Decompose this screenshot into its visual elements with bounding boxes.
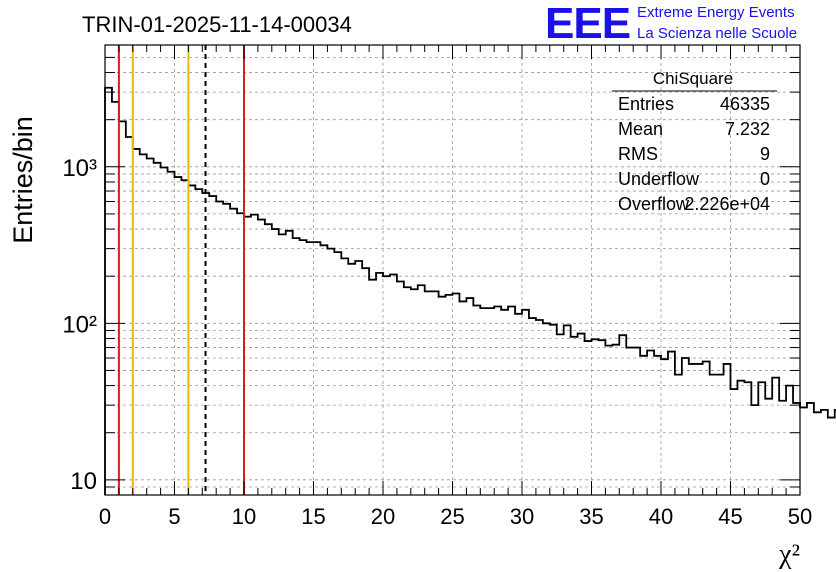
x-tick-label: 45	[718, 504, 742, 529]
x-tick-label: 50	[788, 504, 812, 529]
brand-line-1: Extreme Energy Events	[637, 4, 795, 21]
stats-label: Underflow	[618, 169, 700, 189]
brand-line-2: La Scienza nelle Scuole	[637, 25, 798, 42]
stats-value: 46335	[720, 94, 770, 114]
run-title: TRIN-01-2025-11-14-00034	[82, 12, 352, 37]
x-tick-label: 0	[99, 504, 111, 529]
y-tick-label: 10²	[62, 311, 97, 338]
y-tick-labels: 10 10² 10³	[62, 155, 97, 495]
stats-label: Entries	[618, 94, 674, 114]
stats-value: 7.232	[725, 119, 770, 139]
grid-lines	[105, 44, 800, 496]
x-tick-label: 10	[232, 504, 256, 529]
x-tick-label: 20	[371, 504, 395, 529]
histogram-bars	[104, 86, 836, 495]
stats-label: Overflow	[618, 194, 690, 214]
x-tick-label: 5	[168, 504, 180, 529]
y-tick-label: 10³	[62, 155, 97, 182]
stats-title: ChiSquare	[653, 69, 733, 88]
x-tick-label: 35	[579, 504, 603, 529]
x-tick-label: 15	[301, 504, 325, 529]
stats-label: Mean	[618, 119, 663, 139]
axis-ticks	[104, 44, 801, 496]
histogram-step-line	[104, 86, 836, 495]
stats-box: ChiSquare Entries 46335 Mean 7.232 RMS 9 Under…	[612, 69, 777, 214]
reference-lines	[117, 45, 245, 495]
stats-value: 2.226e+04	[684, 194, 770, 214]
stats-label: RMS	[618, 144, 658, 164]
stats-value: 0	[760, 169, 770, 189]
stats-rows: Entries 46335 Mean 7.232 RMS 9 Underflow 0 Overf…	[618, 94, 770, 214]
y-axis-label: Entries/bin	[8, 116, 38, 244]
x-tick-labels: 0 5 10 15 20 25 30 35 40 45 50	[99, 504, 812, 529]
x-axis-label: χ²	[778, 539, 800, 570]
stats-value: 9	[760, 144, 770, 164]
y-tick-label: 10	[70, 468, 97, 495]
eee-logo: EEE	[545, 0, 631, 48]
x-tick-label: 25	[440, 504, 464, 529]
x-tick-label: 40	[649, 504, 673, 529]
eee-brand: EEE Extreme Energy Events La Scienza nel…	[545, 2, 835, 48]
x-tick-label: 30	[510, 504, 534, 529]
